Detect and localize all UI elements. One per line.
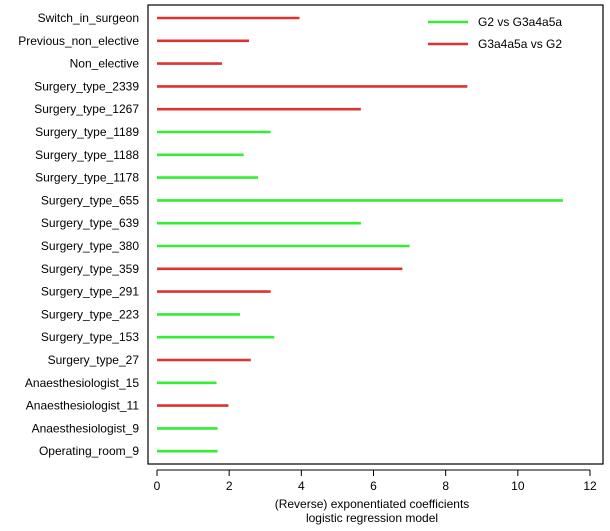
plot-frame [147,4,604,465]
category-label: Surgery_type_27 [48,353,140,367]
x-tick-label: 12 [583,479,597,493]
x-tick-label: 0 [154,479,161,493]
category-label: Surgery_type_380 [41,239,139,253]
legend-label: G3a4a5a vs G2 [478,37,562,51]
x-tick-label: 10 [511,479,525,493]
category-label: Surgery_type_1188 [35,148,139,162]
category-label: Surgery_type_1178 [35,171,139,185]
x-axis-sublabel: logistic regression model [306,511,438,525]
category-label: Surgery_type_359 [41,262,139,276]
category-label: Surgery_type_1189 [35,125,139,139]
x-tick-label: 6 [370,479,377,493]
category-label: Anaesthesiologist_15 [25,376,139,390]
category-label: Surgery_type_153 [41,330,139,344]
x-axis-label: (Reverse) exponentiated coefficients [275,497,470,511]
category-label: Surgery_type_655 [41,193,139,207]
bars-layer [157,16,563,453]
x-axis: 0 2 4 6 8 10 12 [154,469,597,493]
category-label: Surgery_type_639 [41,216,139,230]
category-label: Non_elective [70,57,140,71]
category-label: Switch_in_surgeon [38,11,139,25]
legend-label: G2 vs G3a4a5a [478,15,562,29]
category-label: Surgery_type_223 [41,307,139,321]
category-label: Anaesthesiologist_9 [32,421,140,435]
category-label: Surgery_type_1267 [34,102,139,116]
category-label: Surgery_type_291 [41,285,139,299]
x-tick-label: 2 [226,479,233,493]
x-tick-label: 8 [442,479,449,493]
y-axis-labels: Switch_in_surgeon Previous_non_elective No… [18,11,139,458]
category-label: Anaesthesiologist_11 [26,399,140,413]
x-tick-label: 4 [298,479,305,493]
legend: G2 vs G3a4a5a G3a4a5a vs G2 [428,15,562,51]
category-label: Previous_non_elective [18,34,139,48]
category-label: Surgery_type_2339 [34,79,139,93]
category-label: Operating_room_9 [39,444,139,458]
